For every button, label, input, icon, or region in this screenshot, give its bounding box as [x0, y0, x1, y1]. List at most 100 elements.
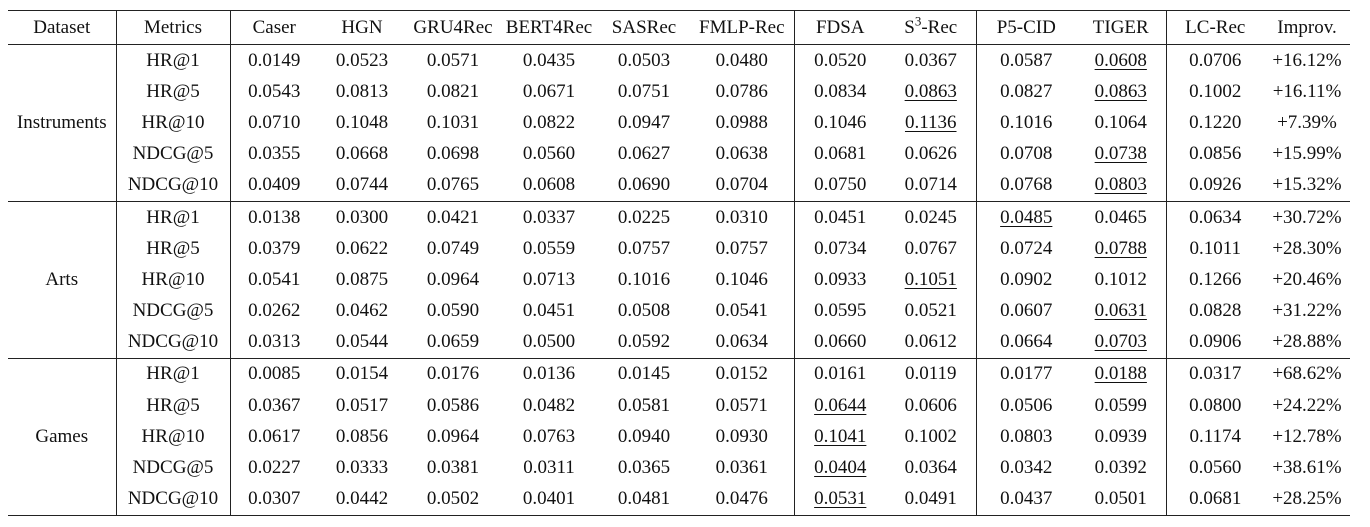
cell-value: 0.0581 — [617, 394, 671, 416]
cell-value: 0.0559 — [522, 237, 576, 259]
cell-s3rec: 0.0606 — [886, 390, 977, 422]
cell-value: 0.0506 — [1000, 394, 1053, 416]
cell-value: 0.0333 — [335, 457, 389, 479]
cell-p5cid: 0.0803 — [976, 421, 1076, 452]
cell-gru4rec: 0.0821 — [406, 76, 500, 107]
cell-value: 0.0451 — [814, 206, 867, 228]
cell-value: +16.11% — [1272, 80, 1342, 102]
cell-s3rec: 0.0119 — [886, 358, 977, 391]
cell-tiger: 0.1064 — [1076, 107, 1167, 139]
cell-value: 0.0595 — [814, 300, 867, 322]
cell-value: 0.0136 — [522, 363, 576, 385]
cell-p5cid: 0.1016 — [976, 107, 1076, 138]
cell-improv: +12.78% — [1264, 421, 1350, 452]
cell-value: 0.0381 — [426, 457, 480, 479]
cell-value: 0.0933 — [814, 268, 867, 290]
cell-bert4rec: 0.0559 — [500, 233, 598, 264]
metric-name: NDCG@10 — [116, 169, 231, 202]
table-row: HR@10 0.0541 0.0875 0.0964 0.0713 0.1016 0.104… — [8, 264, 1350, 296]
cell-value: 0.0310 — [715, 206, 768, 228]
cell-s3rec: 0.0364 — [886, 452, 977, 484]
cell-gru4rec: 0.0176 — [406, 358, 500, 390]
cell-lcrec: 0.1174 — [1166, 421, 1264, 452]
cell-value: 0.0367 — [904, 49, 957, 71]
cell-sasrec: 0.0503 — [598, 45, 690, 77]
cell-value: 0.1136 — [904, 111, 957, 133]
cell-gru4rec: 0.0964 — [406, 264, 500, 295]
cell-caser: 0.0355 — [230, 139, 318, 170]
dataset-group-arts: Arts HR@1 0.0138 0.0300 0.0421 0.0337 0.0225 0.… — [8, 201, 1350, 359]
header-s3-rec-base: S — [904, 16, 915, 38]
cell-value: 0.0906 — [1189, 331, 1242, 353]
header-improv: Improv. — [1277, 16, 1337, 38]
cell-value: 0.0503 — [617, 49, 671, 71]
cell-value: 0.0617 — [248, 425, 301, 447]
cell-caser: 0.0367 — [230, 390, 318, 421]
dataset-name: Games — [8, 358, 117, 516]
cell-p5cid: 0.0485 — [976, 201, 1076, 233]
cell-value: 0.0491 — [904, 488, 957, 510]
header-s3-rec-suffix: -Rec — [921, 16, 958, 38]
cell-value: 0.0940 — [617, 425, 671, 447]
cell-caser: 0.0262 — [230, 296, 318, 327]
cell-value: +68.62% — [1272, 363, 1342, 385]
cell-lcrec: 0.0560 — [1166, 452, 1264, 483]
cell-fmlp: 0.1046 — [690, 264, 795, 296]
cell-sasrec: 0.0481 — [598, 484, 690, 516]
header-gru4rec: GRU4Rec — [413, 16, 493, 38]
cell-value: 0.0608 — [1094, 49, 1147, 71]
cell-improv: +15.32% — [1264, 170, 1350, 202]
cell-value: 0.0763 — [522, 425, 576, 447]
cell-s3rec: 0.0491 — [886, 483, 977, 516]
cell-value: 0.1016 — [1000, 111, 1053, 133]
cell-gru4rec: 0.0586 — [406, 390, 500, 421]
cell-value: 0.0300 — [335, 206, 389, 228]
cell-value: 0.0401 — [522, 488, 576, 510]
cell-value: 0.0744 — [335, 174, 389, 196]
cell-value: 0.1046 — [814, 111, 867, 133]
cell-bert4rec: 0.0822 — [500, 107, 598, 138]
cell-sasrec: 0.0947 — [598, 107, 690, 138]
cell-fmlp: 0.0638 — [690, 138, 795, 170]
cell-value: +12.78% — [1272, 425, 1342, 447]
cell-value: 0.0480 — [715, 49, 768, 71]
metric-name: NDCG@5 — [116, 138, 231, 170]
cell-value: 0.0813 — [335, 80, 389, 102]
cell-fdsa: 0.0531 — [794, 484, 886, 516]
cell-s3rec: 0.0612 — [886, 326, 977, 359]
cell-value: 0.0571 — [715, 394, 768, 416]
cell-caser: 0.0617 — [230, 421, 318, 452]
cell-value: 0.0227 — [248, 457, 301, 479]
cell-hgn: 0.0154 — [318, 358, 406, 390]
cell-s3rec: 0.1051 — [886, 264, 977, 296]
cell-value: 0.0085 — [248, 363, 301, 385]
cell-value: 0.1041 — [814, 425, 867, 447]
cell-improv: +28.30% — [1264, 233, 1350, 264]
cell-value: 0.0664 — [1000, 331, 1053, 353]
header-fmlp-rec: FMLP-Rec — [690, 10, 795, 45]
cell-value: 0.1002 — [904, 425, 957, 447]
cell-lcrec: 0.1011 — [1166, 233, 1264, 264]
cell-tiger: 0.0939 — [1076, 421, 1167, 453]
cell-value: 0.0659 — [426, 331, 480, 353]
cell-value: 0.1002 — [1189, 80, 1242, 102]
cell-gru4rec: 0.0749 — [406, 233, 500, 264]
dataset-group-games: Games HR@1 0.0085 0.0154 0.0176 0.0136 0.0145 0… — [8, 358, 1350, 516]
header-dataset: Dataset — [8, 10, 117, 45]
cell-bert4rec: 0.0451 — [500, 296, 598, 327]
cell-improv: +68.62% — [1264, 358, 1350, 390]
cell-lcrec: 0.0800 — [1166, 390, 1264, 421]
cell-s3rec: 0.0245 — [886, 201, 977, 234]
cell-hgn: 0.0333 — [318, 452, 406, 483]
cell-fmlp: 0.0361 — [690, 452, 795, 484]
cell-fmlp: 0.0571 — [690, 390, 795, 422]
cell-value: 0.0822 — [522, 111, 576, 133]
header-row: Dataset Metrics Caser HGN GRU4Rec BERT4R… — [8, 10, 1350, 45]
metric-name: HR@10 — [116, 421, 231, 453]
cell-hgn: 0.0544 — [318, 327, 406, 359]
cell-s3rec: 0.1002 — [886, 421, 977, 453]
cell-gru4rec: 0.0659 — [406, 327, 500, 359]
metric-name: HR@5 — [116, 233, 231, 265]
cell-lcrec: 0.1002 — [1166, 76, 1264, 107]
cell-value: 0.0152 — [715, 363, 768, 385]
